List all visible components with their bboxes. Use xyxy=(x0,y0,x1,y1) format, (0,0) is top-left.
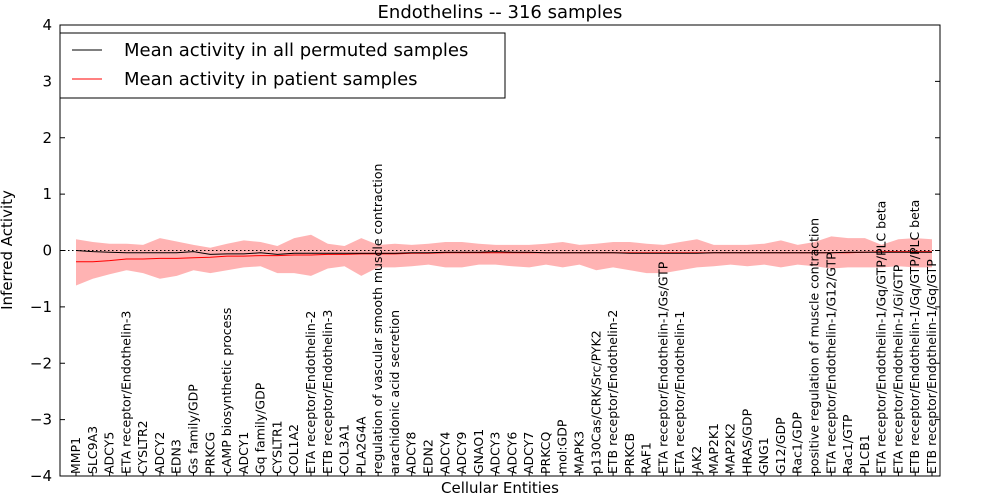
x-tick-label: PRKCQ xyxy=(538,432,553,474)
x-tick-label: ADCY8 xyxy=(404,432,419,474)
x-tick-label: CYSLTR1 xyxy=(269,420,284,474)
y-tick-label: 1 xyxy=(42,185,52,203)
x-tick-label: GNG1 xyxy=(756,437,771,474)
x-tick-label: ADCY7 xyxy=(521,432,536,474)
x-tick-label: EDN2 xyxy=(421,439,436,474)
y-tick-label: −2 xyxy=(30,354,52,372)
x-tick-label: CYSLTR2 xyxy=(135,420,150,474)
x-tick-label: HRAS/GDP xyxy=(739,408,754,474)
x-tick-label: JAK2 xyxy=(689,446,704,475)
x-tick-label: ETA receptor/Endothelin-2 xyxy=(303,311,318,474)
x-tick-label: MAP2K2 xyxy=(723,423,738,474)
x-tick-label: p130Cas/CRK/Src/PYK2 xyxy=(588,330,603,474)
x-tick-label: MMP1 xyxy=(68,437,83,474)
y-tick-label: −3 xyxy=(30,411,52,429)
series-line-permuted xyxy=(75,250,932,255)
y-tick-label: −4 xyxy=(30,467,52,485)
x-tick-label: Rac1/GDP xyxy=(790,412,805,474)
x-tick-label: G12/GDP xyxy=(773,417,788,474)
x-tick-label: PRKCB xyxy=(622,433,637,474)
x-tick-label: ADCY3 xyxy=(488,432,503,474)
x-tick-label: mol:GDP xyxy=(555,419,570,474)
x-tick-label: ADCY4 xyxy=(437,432,452,474)
x-tick-label: Rac1/GTP xyxy=(840,414,855,474)
x-tick-label: PRKCG xyxy=(202,432,217,474)
x-tick-label: ETA receptor/Endothelin-1/G12/GTP xyxy=(823,252,838,474)
x-tick-label: SLC9A3 xyxy=(85,426,100,474)
x-tick-label: Gq family/GDP xyxy=(253,382,268,474)
x-tick-label: ETA receptor/Endothelin-1/Gq/GTP/PLC bet… xyxy=(874,201,889,474)
y-tick-label: 4 xyxy=(42,16,52,34)
x-tick-label: EDN3 xyxy=(169,439,184,474)
x-tick-label: MAPK3 xyxy=(572,431,587,474)
x-tick-label: ADCY2 xyxy=(152,432,167,474)
legend: Mean activity in all permuted samples Me… xyxy=(59,32,506,99)
legend-label-permuted: Mean activity in all permuted samples xyxy=(124,40,468,61)
y-tick-label: −1 xyxy=(30,298,52,316)
x-tick-label: MAP2K1 xyxy=(706,423,721,474)
y-tick-label: 3 xyxy=(42,72,52,90)
patient-spread-band xyxy=(76,234,932,286)
x-axis-label: Cellular Entities xyxy=(441,479,559,497)
x-tick-label: COL1A2 xyxy=(286,424,301,474)
x-tick-label: Gs family/GDP xyxy=(186,384,201,474)
x-tick-label: PLCB1 xyxy=(857,434,872,474)
x-tick-label: COL3A1 xyxy=(337,424,352,474)
x-tick-label: regulation of vascular smooth muscle con… xyxy=(370,164,385,474)
x-tick-label: ADCY9 xyxy=(454,432,469,474)
chart-title: Endothelins -- 316 samples xyxy=(378,2,623,23)
x-tick-label: ADCY5 xyxy=(102,432,117,474)
plot-frame xyxy=(59,24,941,477)
x-tick-label: GNAO1 xyxy=(471,429,486,474)
x-tick-label: ADCY1 xyxy=(236,432,251,474)
x-tick-label: ADCY6 xyxy=(504,432,519,474)
x-tick-label: PLA2G4A xyxy=(353,416,368,474)
x-tick-label: ETA receptor/Endothelin-3 xyxy=(118,311,133,474)
y-tick-label: 2 xyxy=(42,129,52,147)
x-tick-label: ETB receptor/Endothelin-1/Gq/GTP/PLC bet… xyxy=(907,200,922,474)
x-tick-label: ETA receptor/Endothelin-1 xyxy=(672,311,687,474)
x-tick-label: positive regulation of muscle contractio… xyxy=(807,218,822,474)
x-tick-label: ETB receptor/Endothelin-2 xyxy=(605,310,620,474)
y-axis-label: Inferred Activity xyxy=(0,190,16,310)
x-tick-label: ETB receptor/Endothelin-3 xyxy=(320,310,335,474)
x-tick-label: RAF1 xyxy=(639,442,654,474)
legend-box xyxy=(59,32,506,99)
x-tick-label: cAMP biosynthetic process xyxy=(219,308,234,474)
x-tick-label: ETB receptor/Endothelin-1/Gq/GTP xyxy=(924,259,939,474)
y-tick-label: 0 xyxy=(42,242,52,260)
legend-label-patient: Mean activity in patient samples xyxy=(124,69,418,90)
x-tick-label: ETA receptor/Endothelin-1/Gi/GTP xyxy=(890,264,905,474)
x-tick-label: arachidonic acid secretion xyxy=(387,310,402,474)
x-tick-label: ETA receptor/Endothelin-1/Gs/GTP xyxy=(656,261,671,474)
